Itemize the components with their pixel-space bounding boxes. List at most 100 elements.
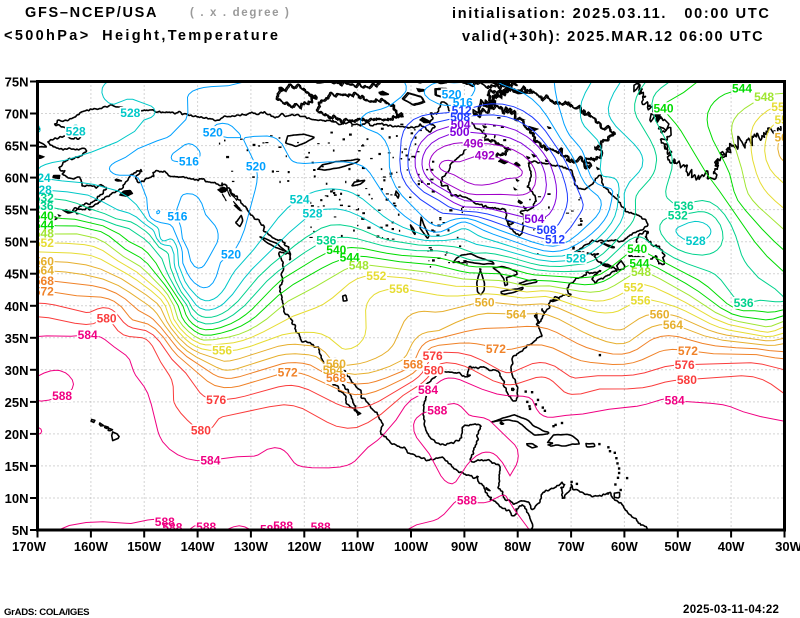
svg-text:548: 548 (631, 265, 651, 279)
svg-text:568: 568 (34, 274, 54, 288)
svg-text:564: 564 (506, 307, 526, 321)
svg-text:524: 524 (290, 193, 310, 207)
svg-text:540: 540 (326, 243, 346, 257)
svg-text:568: 568 (326, 371, 346, 385)
svg-text:572: 572 (278, 366, 298, 380)
svg-text:15N: 15N (5, 459, 29, 474)
svg-text:532: 532 (34, 191, 54, 205)
svg-text:580: 580 (677, 373, 697, 387)
svg-text:552: 552 (771, 100, 791, 114)
svg-text:60W: 60W (611, 539, 638, 554)
svg-text:560: 560 (326, 357, 346, 371)
svg-text:536: 536 (674, 199, 694, 213)
svg-text:120W: 120W (287, 539, 322, 554)
svg-text:532: 532 (668, 209, 688, 223)
svg-text:552: 552 (34, 236, 54, 250)
svg-text:508: 508 (450, 110, 470, 124)
svg-text:504: 504 (524, 212, 544, 226)
svg-text:560: 560 (774, 130, 794, 144)
svg-text:80W: 80W (504, 539, 531, 554)
svg-text:576: 576 (206, 393, 226, 407)
svg-text:584: 584 (200, 453, 220, 467)
svg-text:524: 524 (31, 171, 51, 185)
svg-text:60N: 60N (5, 171, 29, 186)
svg-text:588: 588 (427, 404, 447, 418)
svg-text:584: 584 (665, 393, 685, 407)
svg-text:568: 568 (403, 357, 423, 371)
svg-text:20N: 20N (5, 427, 29, 442)
svg-text:504: 504 (451, 118, 471, 132)
svg-text:520: 520 (246, 159, 266, 173)
svg-text:572: 572 (34, 284, 54, 298)
svg-text:588: 588 (196, 520, 216, 534)
svg-text:560: 560 (34, 254, 54, 268)
svg-text:150W: 150W (127, 539, 162, 554)
svg-text:536: 536 (734, 296, 754, 310)
svg-text:580: 580 (97, 311, 117, 325)
svg-text:588: 588 (273, 519, 293, 533)
svg-text:572: 572 (678, 344, 698, 358)
svg-text:508: 508 (536, 223, 556, 237)
svg-text:30W: 30W (775, 539, 800, 554)
svg-text:170W: 170W (12, 539, 47, 554)
svg-text:25N: 25N (5, 395, 29, 410)
svg-text:55N: 55N (5, 203, 29, 218)
svg-text:528: 528 (686, 234, 706, 248)
svg-text:544: 544 (34, 218, 54, 232)
svg-text:588: 588 (162, 520, 182, 534)
svg-text:564: 564 (323, 363, 343, 377)
svg-text:528: 528 (32, 183, 52, 197)
svg-text:540: 540 (653, 102, 673, 116)
svg-text:576: 576 (675, 358, 695, 372)
svg-text:588: 588 (260, 523, 280, 537)
svg-text:556: 556 (630, 293, 650, 307)
svg-text:588: 588 (311, 520, 331, 534)
svg-text:130W: 130W (234, 539, 269, 554)
svg-text:548: 548 (349, 258, 369, 272)
svg-text:560: 560 (650, 307, 670, 321)
svg-text:65N: 65N (5, 139, 29, 154)
svg-text:580: 580 (424, 363, 444, 377)
svg-text:40N: 40N (5, 299, 29, 314)
svg-text:556: 556 (389, 282, 409, 296)
svg-text:512: 512 (545, 233, 565, 247)
svg-text:564: 564 (663, 318, 683, 332)
svg-text:500: 500 (450, 125, 470, 139)
svg-text:560: 560 (475, 295, 495, 309)
svg-text:584: 584 (78, 328, 98, 342)
svg-text:520: 520 (203, 125, 223, 139)
svg-text:45N: 45N (5, 267, 29, 282)
svg-text:548: 548 (34, 227, 54, 241)
svg-text:70W: 70W (558, 539, 585, 554)
svg-text:496: 496 (463, 137, 483, 151)
svg-text:516: 516 (167, 210, 187, 224)
svg-text:110W: 110W (341, 539, 375, 554)
svg-text:50N: 50N (5, 235, 29, 250)
svg-text:516: 516 (179, 154, 199, 168)
svg-text:552: 552 (623, 280, 643, 294)
svg-text:5N: 5N (12, 523, 29, 538)
svg-text:512: 512 (452, 103, 472, 117)
svg-text:40W: 40W (718, 539, 745, 554)
svg-text:520: 520 (221, 247, 241, 261)
svg-text:536: 536 (34, 199, 54, 213)
svg-text:70N: 70N (5, 107, 29, 122)
svg-text:90W: 90W (451, 539, 478, 554)
svg-text:588: 588 (457, 494, 477, 508)
svg-text:492: 492 (475, 149, 495, 163)
svg-text:552: 552 (366, 269, 386, 283)
svg-text:564: 564 (34, 264, 54, 278)
svg-text:556: 556 (212, 344, 232, 358)
svg-text:548: 548 (754, 90, 774, 104)
svg-text:588: 588 (155, 515, 175, 529)
svg-text:544: 544 (340, 251, 360, 265)
svg-text:544: 544 (732, 81, 752, 95)
svg-text:35N: 35N (5, 331, 29, 346)
svg-text:516: 516 (453, 95, 473, 109)
svg-text:528: 528 (566, 251, 586, 265)
svg-text:75N: 75N (5, 75, 29, 90)
svg-text:528: 528 (302, 206, 322, 220)
svg-text:588: 588 (52, 389, 72, 403)
svg-text:140W: 140W (181, 539, 216, 554)
svg-text:544: 544 (629, 256, 649, 270)
